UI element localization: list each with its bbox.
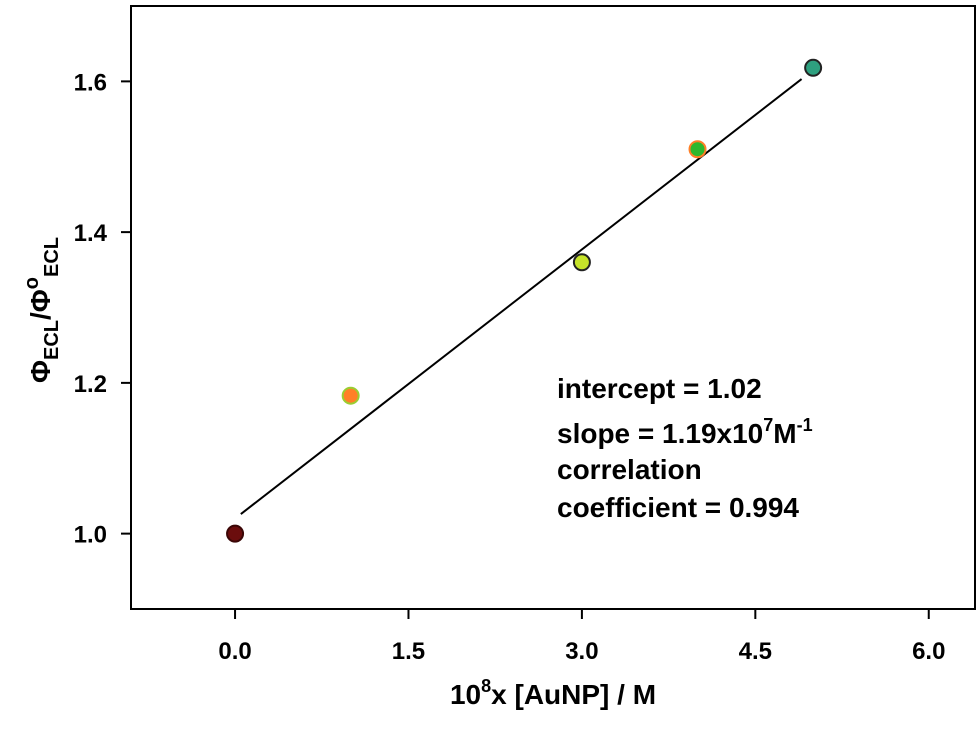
regression-line bbox=[240, 78, 803, 515]
x-tick-label: 6.0 bbox=[912, 638, 945, 665]
data-point bbox=[688, 140, 707, 159]
x-axis-title: 108x [AuNP] / M bbox=[450, 676, 656, 710]
x-tick-label: 1.5 bbox=[392, 638, 425, 665]
x-tick-label: 3.0 bbox=[565, 638, 598, 665]
data-point bbox=[341, 386, 360, 405]
y-tick-label: 1.6 bbox=[74, 69, 107, 96]
y-tick-label: 1.4 bbox=[74, 220, 108, 247]
x-tick-label: 4.5 bbox=[739, 638, 772, 665]
data-point bbox=[572, 253, 591, 272]
annotation-coefficient: coefficient = 0.994 bbox=[557, 492, 799, 523]
y-axis-title: ΦECL/ΦoECL bbox=[21, 237, 63, 383]
plot-frame bbox=[130, 5, 976, 610]
y-tick-label: 1.0 bbox=[74, 522, 107, 549]
x-tick-label: 0.0 bbox=[218, 638, 251, 665]
annotation-slope: slope = 1.19x107M-1 bbox=[557, 415, 813, 449]
annotation-correlation: correlation bbox=[557, 454, 702, 485]
data-point bbox=[804, 58, 823, 77]
data-points bbox=[226, 58, 823, 543]
y-tick-label: 1.2 bbox=[74, 371, 107, 398]
y-axis-ticks: 1.0 1.2 1.4 1.6 bbox=[74, 69, 131, 549]
fit-annotation: intercept = 1.02 slope = 1.19x107M-1 cor… bbox=[557, 373, 813, 523]
x-axis-ticks: 0.0 1.5 3.0 4.5 6.0 bbox=[218, 609, 945, 665]
data-point bbox=[226, 524, 245, 543]
annotation-intercept: intercept = 1.02 bbox=[557, 373, 762, 404]
